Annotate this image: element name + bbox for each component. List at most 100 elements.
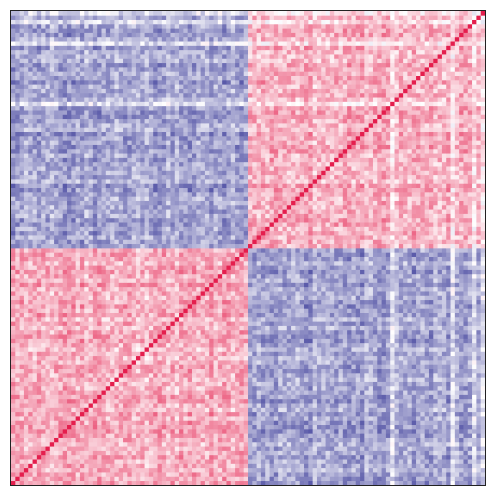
heatmap-cell: [291, 394, 296, 400]
heatmap-cell: [441, 428, 447, 434]
heatmap-cell: [196, 390, 201, 395]
heatmap-cell: [19, 390, 25, 395]
heatmap-cell: [329, 329, 335, 335]
heatmap-cell: [321, 321, 326, 326]
heatmap-cell: [179, 299, 184, 305]
heatmap-cell: [84, 472, 89, 477]
heatmap-cell: [385, 338, 391, 344]
heatmap-cell: [329, 321, 335, 326]
heatmap-cell: [360, 433, 365, 438]
heatmap-cell: [433, 480, 438, 486]
heatmap-cell: [75, 286, 81, 292]
heatmap-cell: [157, 424, 163, 430]
heatmap-cell: [36, 428, 42, 434]
heatmap-cell: [153, 424, 158, 430]
heatmap-cell: [424, 437, 430, 443]
heatmap-cell: [62, 385, 68, 391]
heatmap-cell: [75, 364, 81, 370]
heatmap-cell: [243, 368, 249, 374]
heatmap-cell: [58, 446, 64, 451]
heatmap-cell: [114, 467, 120, 473]
heatmap-cell: [32, 416, 38, 421]
heatmap-cell: [424, 433, 430, 438]
heatmap-cell: [200, 476, 206, 482]
heatmap-cell: [441, 321, 447, 326]
heatmap-cell: [230, 411, 236, 417]
heatmap-cell: [41, 472, 46, 477]
heatmap-cell: [105, 308, 111, 313]
heatmap-cell: [286, 433, 292, 438]
heatmap-cell: [304, 355, 309, 361]
heatmap-cell: [58, 355, 64, 361]
heatmap-cell: [36, 312, 42, 318]
heatmap-cell: [32, 286, 38, 292]
heatmap-cell: [243, 347, 249, 352]
heatmap-cell: [11, 467, 16, 473]
heatmap-cell: [411, 398, 417, 404]
heatmap-cell: [204, 342, 210, 348]
heatmap-cell: [381, 355, 387, 361]
heatmap-cell: [437, 454, 443, 460]
heatmap-cell: [424, 416, 430, 421]
heatmap-cell: [467, 325, 473, 331]
heatmap-cell: [334, 355, 339, 361]
heatmap-cell: [304, 321, 309, 326]
heatmap-cell: [252, 390, 257, 395]
heatmap-cell: [424, 450, 430, 456]
heatmap-cell: [32, 450, 38, 456]
heatmap-cell: [11, 355, 16, 361]
heatmap-cell: [217, 407, 223, 413]
heatmap-cell: [351, 308, 357, 313]
heatmap-cell: [338, 424, 344, 430]
heatmap-cell: [454, 390, 460, 395]
heatmap-cell: [394, 364, 400, 370]
heatmap-cell: [92, 347, 98, 352]
heatmap-cell: [123, 433, 128, 438]
heatmap-cell: [299, 433, 305, 438]
heatmap-cell: [19, 342, 25, 348]
heatmap-cell: [19, 291, 25, 296]
heatmap-cell: [252, 312, 257, 318]
heatmap-cell: [364, 459, 370, 464]
heatmap-cell: [338, 368, 344, 374]
heatmap-cell: [62, 411, 68, 417]
heatmap-cell: [273, 411, 279, 417]
heatmap-cell: [166, 377, 171, 382]
heatmap-cell: [441, 360, 447, 365]
heatmap-cell: [260, 398, 266, 404]
heatmap-cell: [127, 334, 133, 339]
heatmap-cell: [15, 360, 20, 365]
heatmap-cell: [299, 381, 305, 387]
heatmap-cell: [316, 450, 322, 456]
heatmap-cell: [394, 347, 400, 352]
heatmap-cell: [32, 446, 38, 451]
heatmap-cell: [157, 351, 163, 357]
heatmap-cell: [222, 325, 227, 331]
heatmap-cell: [226, 420, 232, 426]
heatmap-cell: [45, 420, 51, 426]
heatmap-cell: [157, 360, 163, 365]
heatmap-cell: [217, 394, 223, 400]
heatmap-cell: [88, 411, 94, 417]
heatmap-cell: [454, 291, 460, 296]
heatmap-cell: [334, 316, 339, 322]
heatmap-cell: [135, 304, 141, 309]
heatmap-cell: [381, 329, 387, 335]
heatmap-cell: [446, 377, 451, 382]
heatmap-cell: [71, 325, 76, 331]
heatmap-cell: [71, 316, 76, 322]
heatmap-cell: [381, 450, 387, 456]
heatmap-cell: [304, 446, 309, 451]
heatmap-cell: [433, 437, 438, 443]
heatmap-cell: [157, 398, 163, 404]
heatmap-cell: [312, 416, 318, 421]
heatmap-cell: [187, 441, 193, 447]
heatmap-cell: [204, 372, 210, 378]
heatmap-cell: [157, 295, 163, 301]
heatmap-cell: [329, 372, 335, 378]
heatmap-cell: [480, 316, 486, 322]
heatmap-cell: [467, 450, 473, 456]
heatmap-cell: [153, 325, 158, 331]
heatmap-cell: [58, 308, 64, 313]
heatmap-cell: [424, 329, 430, 335]
